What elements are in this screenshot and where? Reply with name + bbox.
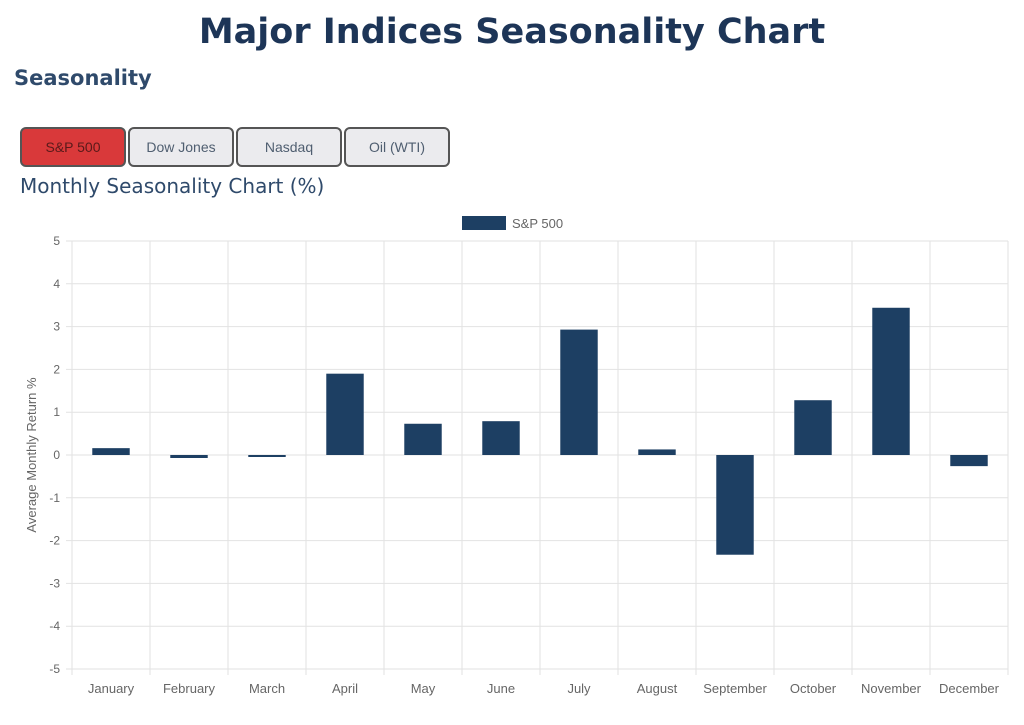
x-tick-label: January: [88, 681, 135, 696]
legend-swatch-sp500: [462, 216, 506, 230]
bar-march: [248, 455, 286, 457]
y-tick-label: 3: [53, 320, 60, 334]
x-tick-label: August: [637, 681, 678, 696]
x-tick-label: February: [163, 681, 216, 696]
y-axis-ticks: 5 4 3 2 1 0 -1 -2 -3 -4 -5: [49, 234, 60, 676]
y-tick-label: -3: [49, 576, 60, 590]
x-tick-label: April: [332, 681, 358, 696]
chart-legend: S&P 500: [462, 216, 563, 231]
y-tick-label: 5: [53, 234, 60, 248]
y-tick-label: -2: [49, 534, 60, 548]
page-title: Major Indices Seasonality Chart: [198, 12, 826, 52]
y-tick-label: 2: [53, 362, 60, 376]
tab-dow-jones[interactable]: Dow Jones: [128, 127, 234, 167]
x-tick-label: July: [567, 681, 591, 696]
bar-february: [170, 455, 208, 458]
bar-october: [794, 400, 832, 455]
y-tick-label: -5: [49, 662, 60, 676]
y-tick-label: -1: [49, 491, 60, 505]
y-tick-label: 1: [53, 405, 60, 419]
section-title: Seasonality: [14, 66, 152, 90]
x-tick-label: October: [790, 681, 837, 696]
tab-sp500[interactable]: S&P 500: [20, 127, 126, 167]
seasonality-bar-chart: S&P 500 Average Monthly Return % 5 4 3 2 1 0 -…: [24, 216, 1009, 696]
x-tick-label: September: [703, 681, 767, 696]
y-tick-label: 4: [53, 277, 60, 291]
index-tab-bar: S&P 500 Dow Jones Nasdaq Oil (WTI): [20, 127, 450, 167]
bars: [92, 307, 988, 555]
bar-may: [404, 423, 442, 455]
bar-june: [482, 421, 520, 455]
tab-nasdaq[interactable]: Nasdaq: [236, 127, 342, 167]
bar-january: [92, 448, 130, 455]
chart-heading: Monthly Seasonality Chart (%): [20, 174, 325, 198]
y-tick-label: -4: [49, 619, 60, 633]
bar-august: [638, 449, 676, 455]
chart-grid: [66, 240, 1009, 675]
x-tick-label: June: [487, 681, 515, 696]
bar-december: [950, 455, 988, 467]
bar-november: [872, 307, 910, 455]
x-tick-label: March: [249, 681, 285, 696]
y-axis-label: Average Monthly Return %: [24, 377, 39, 533]
x-tick-label: November: [861, 681, 922, 696]
x-axis-ticks: January February March April May June July Augu…: [88, 681, 1000, 696]
bar-september: [716, 455, 754, 555]
legend-label-sp500: S&P 500: [512, 216, 563, 231]
bar-april: [326, 373, 364, 455]
x-tick-label: May: [411, 681, 436, 696]
tab-oil-wti[interactable]: Oil (WTI): [344, 127, 450, 167]
x-tick-label: December: [939, 681, 1000, 696]
bar-july: [560, 329, 598, 455]
y-tick-label: 0: [53, 448, 60, 462]
